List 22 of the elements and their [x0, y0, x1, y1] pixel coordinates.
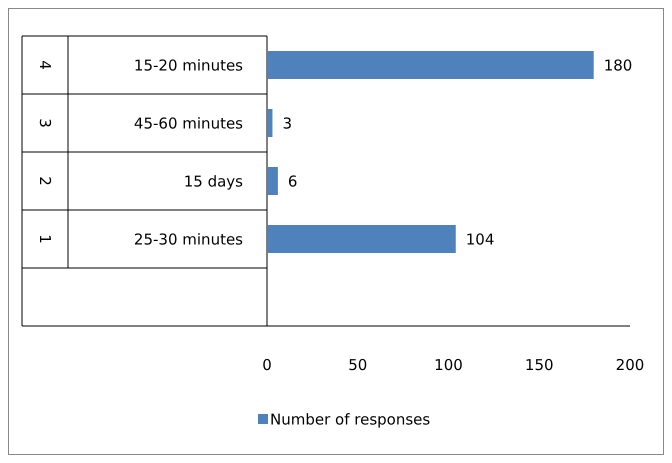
x-tick-label: 200	[616, 356, 644, 374]
x-tick-label: 150	[524, 356, 554, 374]
text: 4	[36, 60, 54, 70]
bar	[267, 225, 456, 253]
data-label: 104	[466, 230, 494, 248]
data-label: 180	[604, 56, 632, 74]
x-tick-label: 50	[348, 356, 368, 374]
text: 2	[36, 176, 54, 186]
y-tick-label: 25-30 minutes	[134, 230, 244, 248]
legend-label: Number of responses	[270, 410, 430, 428]
x-tick-label: 0	[262, 356, 272, 374]
bar	[267, 167, 278, 195]
data-label: 6	[288, 172, 298, 190]
y-tick-label: 15-20 minutes	[134, 56, 244, 74]
x-tick-label: 100	[434, 356, 463, 374]
bar	[267, 109, 272, 137]
data-label: 3	[282, 114, 292, 132]
text: 1	[36, 234, 54, 244]
text: 3	[36, 118, 54, 128]
y-tick-label: 15 days	[184, 172, 244, 190]
y-tick-label: 45-60 minutes	[134, 114, 244, 132]
bar	[267, 51, 594, 79]
